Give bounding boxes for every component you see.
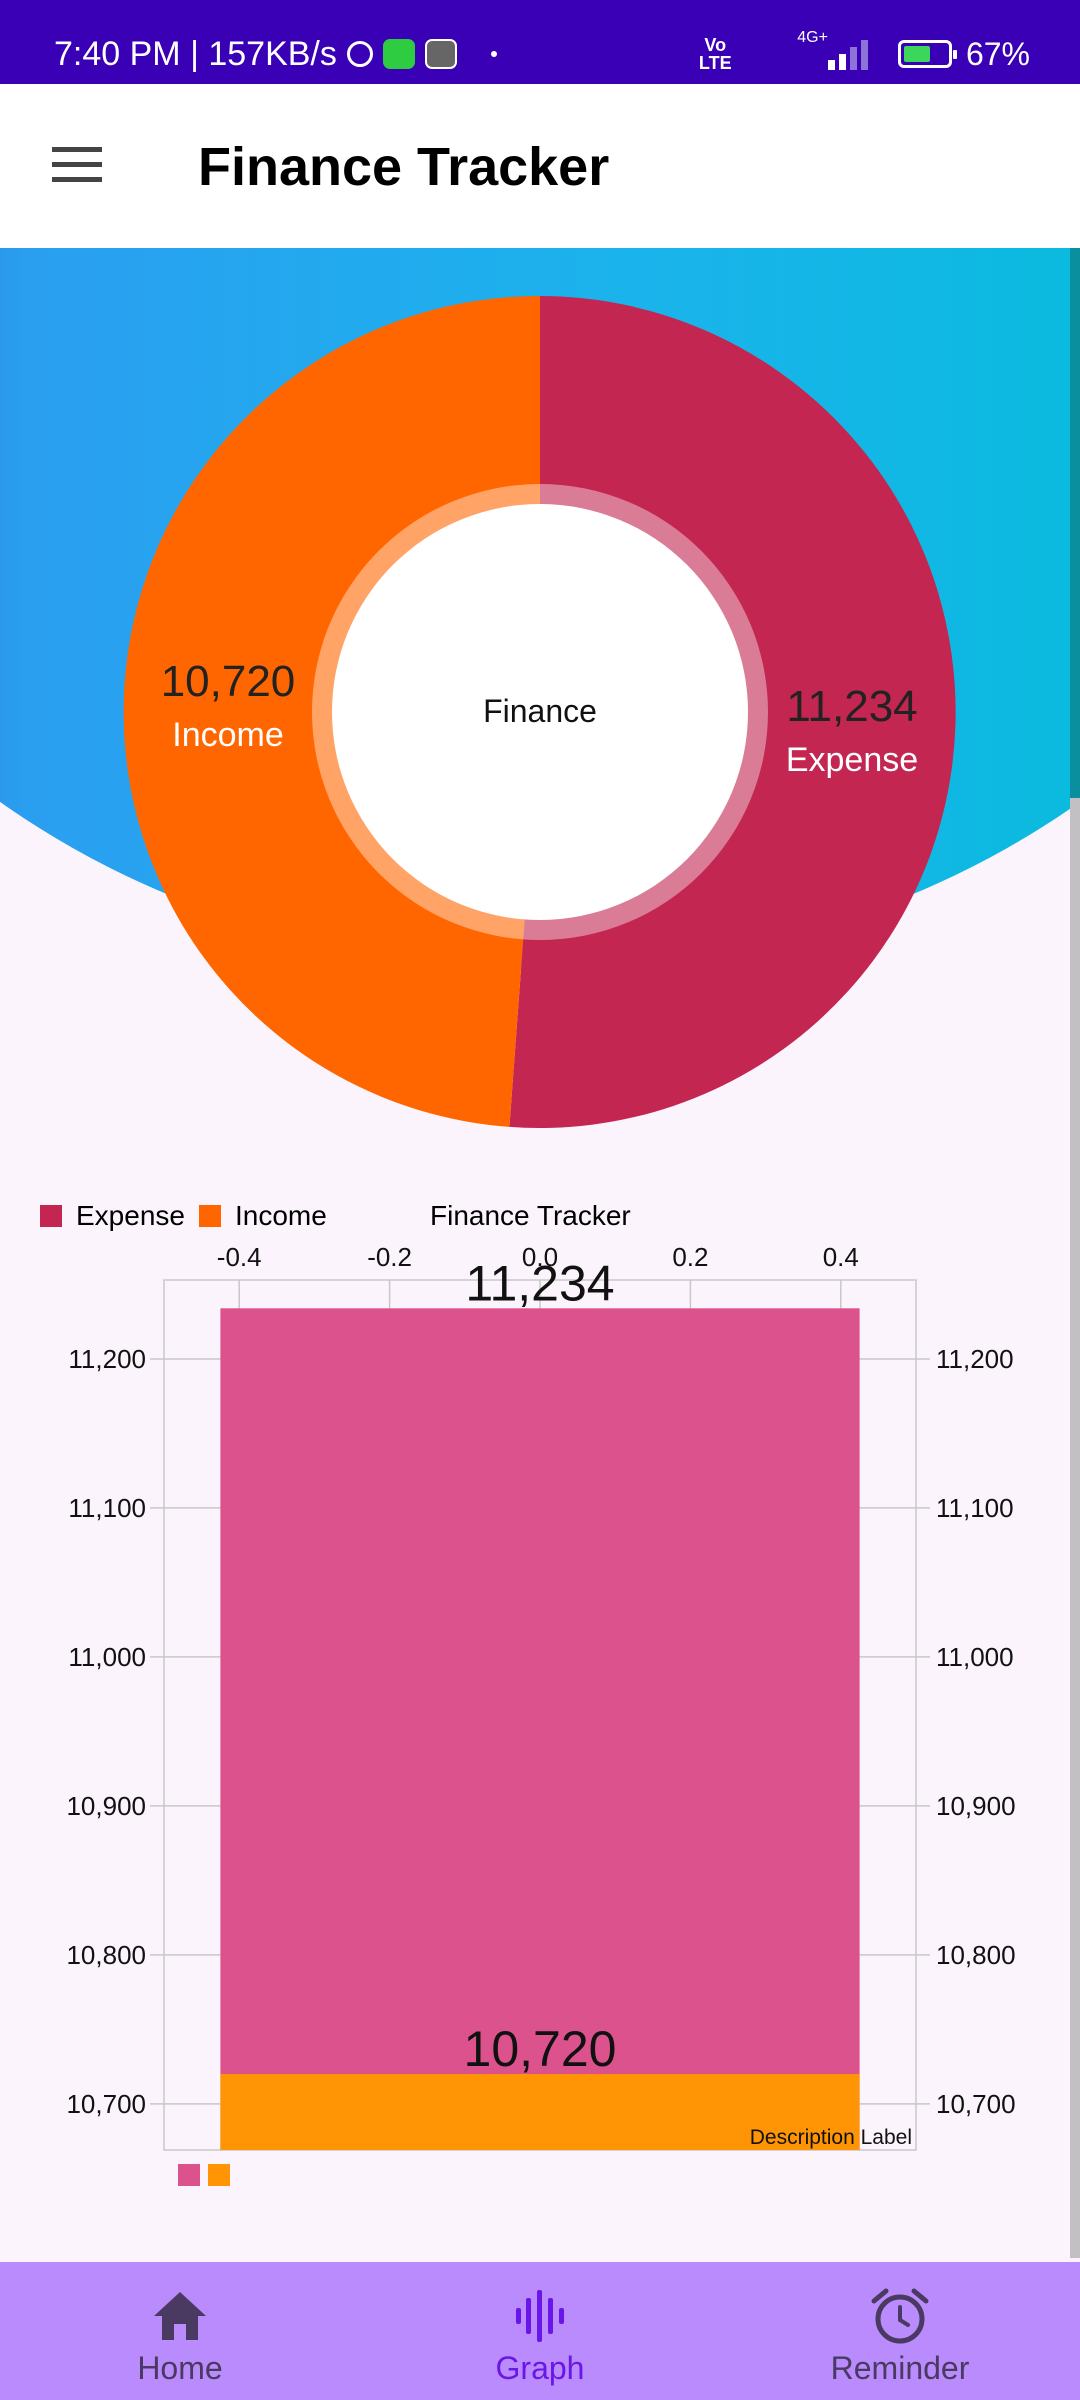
y-tick-label-right: 10,800 bbox=[936, 1940, 1016, 1970]
app-icon bbox=[424, 39, 457, 69]
x-tick-label: -0.2 bbox=[367, 1242, 412, 1272]
y-tick-label-left: 10,800 bbox=[66, 1940, 146, 1970]
donut-hole bbox=[332, 504, 748, 920]
home-icon bbox=[152, 2286, 208, 2346]
legend-item-income[interactable]: Income bbox=[198, 1200, 327, 1232]
x-tick-label: -0.4 bbox=[217, 1242, 262, 1272]
x-tick-label: 0.2 bbox=[672, 1242, 708, 1272]
battery-charging-icon bbox=[897, 40, 957, 68]
network-type: 4G+ bbox=[797, 29, 828, 46]
chart-title: Finance Tracker bbox=[430, 1200, 631, 1231]
y-tick-label-right: 10,700 bbox=[936, 2089, 1016, 2119]
nav-item-reminder[interactable]: Reminder bbox=[750, 2262, 1050, 2400]
alarm-icon bbox=[346, 41, 373, 67]
y-tick-label-left: 10,900 bbox=[66, 1791, 146, 1821]
data-label-expense: 11,234 bbox=[465, 1255, 614, 1311]
y-tick-label-left: 10,700 bbox=[66, 2089, 146, 2119]
data-label-income: 10,720 bbox=[464, 2021, 617, 2077]
x-tick-label: 0.0 bbox=[522, 1242, 558, 1272]
status-time-speed: 7:40 PM | 157KB/s bbox=[54, 35, 337, 73]
nav-label-graph: Graph bbox=[495, 2350, 585, 2386]
legend-swatch-expense bbox=[40, 1205, 62, 1227]
nav-label-home: Home bbox=[137, 2350, 223, 2386]
y-tick-label-right: 11,000 bbox=[936, 1642, 1014, 1672]
donut-center-text: Finance bbox=[483, 693, 597, 729]
legend-label-income: Income bbox=[234, 1200, 327, 1231]
battery-percent: 67% bbox=[965, 36, 1030, 72]
legend-swatch-income bbox=[198, 1205, 221, 1227]
bar-income bbox=[220, 2074, 860, 2150]
nav-item-graph[interactable]: Graph bbox=[390, 2262, 690, 2400]
signal-icon bbox=[827, 38, 872, 70]
status-bar: 7:40 PM | 157KB/s Vo LTE 4G+ 67% bbox=[0, 0, 1080, 84]
y-tick-label-right: 11,200 bbox=[936, 1344, 1014, 1374]
legend-item-expense[interactable]: Expense bbox=[40, 1200, 185, 1232]
donut-expense-value: 11,234 bbox=[786, 682, 918, 731]
bar-expense bbox=[220, 1308, 860, 2150]
chart-legend: Expense Income bbox=[40, 1196, 341, 1236]
hamburger-menu-icon[interactable] bbox=[32, 128, 122, 200]
donut-income-value: 10,720 bbox=[160, 657, 296, 706]
notification-dot-icon bbox=[490, 51, 497, 57]
bar-chart[interactable]: -0.4 -0.2 0.0 0.2 0.4 10,700 10,700 10,800 10,80… bbox=[0, 1230, 1080, 2190]
message-icon bbox=[382, 39, 415, 69]
donut-slice-income[interactable] bbox=[123, 295, 540, 1127]
app-bar: Finance Tracker bbox=[0, 84, 1080, 248]
scrollbar-track bbox=[1070, 248, 1080, 2258]
donut-chart bbox=[123, 295, 956, 1128]
alarm-clock-icon bbox=[870, 2286, 930, 2346]
description-label: Description Label bbox=[750, 2126, 912, 2149]
status-right: Vo LTE 4G+ 67% bbox=[693, 30, 1030, 74]
legend-label-expense: Expense bbox=[76, 1200, 185, 1231]
x-tick-label: 0.4 bbox=[823, 1242, 859, 1272]
nav-label-reminder: Reminder bbox=[830, 2350, 970, 2386]
y-tick-label-left: 11,100 bbox=[68, 1493, 146, 1523]
y-tick-label-right: 11,100 bbox=[936, 1493, 1014, 1523]
donut-income-label: Income bbox=[172, 716, 284, 754]
donut-expense-label: Expense bbox=[785, 741, 919, 779]
bottom-navigation: Home Graph Reminder bbox=[0, 2262, 1080, 2400]
graph-icon bbox=[512, 2286, 568, 2346]
status-left: 7:40 PM | 157KB/s bbox=[54, 34, 497, 74]
nav-item-home[interactable]: Home bbox=[30, 2262, 330, 2400]
bottom-legend-swatch-expense bbox=[178, 2164, 200, 2186]
bottom-legend-swatch-income bbox=[208, 2164, 230, 2186]
volte-indicator: Vo LTE bbox=[698, 35, 732, 73]
y-tick-label-left: 11,000 bbox=[68, 1642, 146, 1672]
y-tick-label-right: 10,900 bbox=[936, 1791, 1016, 1821]
scrollbar-thumb[interactable] bbox=[1070, 248, 1080, 798]
y-tick-label-left: 11,200 bbox=[68, 1344, 146, 1374]
page-title: Finance Tracker bbox=[198, 137, 610, 197]
